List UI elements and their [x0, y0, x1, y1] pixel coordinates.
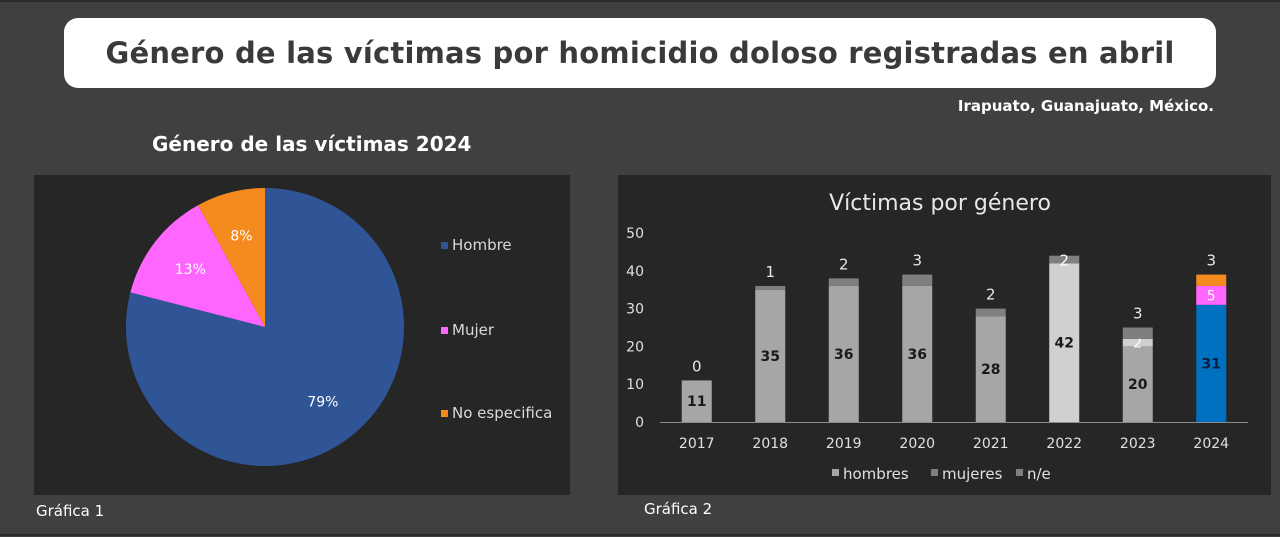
bar-value-label: 35	[761, 349, 780, 365]
bar-mujeres	[1122, 338, 1153, 347]
slice-no-especifica	[198, 188, 265, 327]
bar-chart-title: Víctimas por género	[829, 191, 1051, 216]
bar-hombres	[681, 380, 712, 422]
x-tick-label: 2024	[1193, 436, 1229, 452]
pie-chart: 79% 13% 8% Hombre Mujer No especifica	[126, 188, 552, 466]
x-tick-label: 2018	[752, 436, 788, 452]
x-tick-label: 2017	[679, 436, 715, 452]
bar-hombres	[755, 289, 786, 422]
bar-value-label: 36	[908, 347, 927, 363]
bar-hombres	[902, 285, 933, 422]
x-tick-label: 2023	[1120, 436, 1156, 452]
legend-label: Mujer	[452, 321, 495, 339]
bar-hombres	[1196, 304, 1227, 422]
bar-total-label: 3	[1133, 305, 1143, 323]
legend-label: hombres	[843, 465, 909, 483]
bar-ne	[975, 308, 1006, 317]
legend-label: mujeres	[942, 465, 1003, 483]
bottom-border	[0, 534, 1280, 536]
bar-hombres	[975, 316, 1006, 422]
bar-value-label: 2	[1133, 336, 1142, 352]
chart2-caption: Gráfica 2	[644, 500, 713, 518]
bar-chart-panel: Víctimas por género 0 10 20 30 40 50 11 0 2017 35 1…	[618, 175, 1271, 495]
bar-total-label: 2	[839, 255, 849, 273]
bar-value-label: 28	[981, 362, 1000, 378]
y-tick-label: 40	[626, 264, 644, 280]
legend-label: No especifica	[452, 404, 552, 422]
bar-ne	[1122, 327, 1153, 339]
slice-mujer	[130, 205, 265, 327]
pie-chart-title: Género de las víctimas 2024	[152, 132, 472, 156]
y-tick-label: 30	[626, 302, 644, 318]
slice-hombre	[126, 188, 405, 466]
pie-data-label: 13%	[175, 262, 206, 278]
bar-mujeres	[1196, 285, 1227, 305]
bar-ne	[1049, 255, 1080, 264]
page-title: Género de las víctimas por homicidio dol…	[105, 36, 1175, 70]
chart1-caption: Gráfica 1	[36, 502, 105, 520]
y-tick-label: 50	[626, 226, 644, 242]
bar-ne	[755, 285, 786, 290]
legend-marker	[441, 242, 448, 249]
bar-value-label: 5	[1207, 288, 1216, 304]
legend-marker	[441, 327, 448, 334]
bar-total-label: 3	[1206, 252, 1216, 270]
x-tick-label: 2019	[826, 436, 862, 452]
y-tick-label: 20	[626, 339, 644, 355]
x-tick-label: 2022	[1046, 436, 1082, 452]
top-border	[0, 0, 1280, 2]
location-label: Irapuato, Guanajuato, México.	[957, 97, 1214, 115]
bar-total-label: 0	[692, 357, 702, 375]
bar-total-label: 1	[765, 263, 775, 281]
bar-ne	[902, 274, 933, 286]
bar-ne	[828, 278, 859, 286]
x-tick-label: 2021	[973, 436, 1009, 452]
legend-label: Hombre	[452, 236, 512, 254]
legend-marker	[441, 410, 448, 417]
bar-value-label: 31	[1202, 356, 1221, 372]
legend-label: n/e	[1027, 465, 1051, 483]
title-banner: Género de las víctimas por homicidio dol…	[64, 18, 1216, 88]
bar-value-label: 36	[834, 347, 853, 363]
pie-chart-panel: 79% 13% 8% Hombre Mujer No especifica	[34, 175, 570, 495]
x-tick-label: 2020	[899, 436, 935, 452]
bar-ne	[1196, 274, 1227, 286]
bar-hombres	[828, 285, 859, 422]
bar-hombres	[1049, 263, 1080, 422]
pie-data-label: 79%	[307, 395, 338, 411]
bar-value-label: 11	[687, 394, 706, 410]
legend-marker	[931, 469, 938, 476]
bar-total-label: 3	[912, 252, 922, 270]
bar-chart: Víctimas por género010203040501102017351…	[626, 191, 1248, 483]
y-tick-label: 10	[626, 377, 644, 393]
y-tick-label: 0	[635, 415, 644, 431]
bar-hombres	[1122, 346, 1153, 422]
pie-data-label: 8%	[230, 228, 252, 244]
bar-value-label: 42	[1055, 336, 1074, 352]
legend-marker	[1016, 469, 1023, 476]
bar-value-label: 20	[1128, 377, 1148, 393]
bar-total-label: 2	[986, 286, 996, 304]
bar-total-label: 2	[1059, 252, 1069, 270]
legend-marker	[832, 469, 839, 476]
